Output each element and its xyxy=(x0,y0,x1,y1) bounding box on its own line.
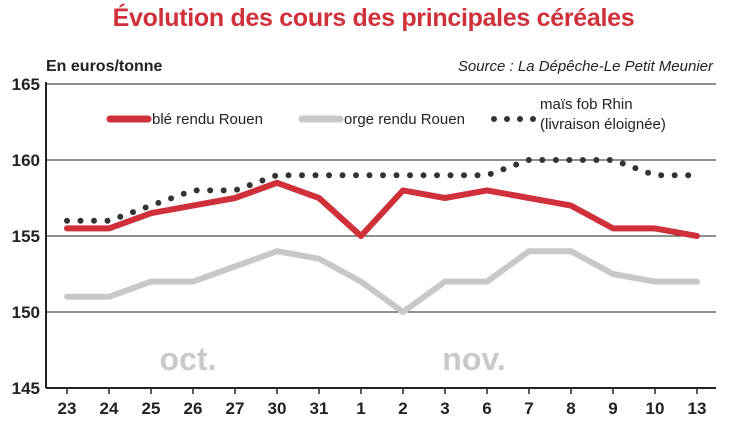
legend-label-ble: blé rendu Rouen xyxy=(152,111,263,128)
x-tick-label: 9 xyxy=(608,399,617,418)
legend-label-mais-line2: (livraison éloignée) xyxy=(540,116,666,133)
chart-title: Évolution des cours des principales céré… xyxy=(112,4,635,32)
source-note: Source : La Dépêche-Le Petit Meunier xyxy=(457,58,713,75)
x-tick-label: 27 xyxy=(226,399,245,418)
x-tick-label: 2 xyxy=(398,399,407,418)
y-tick-label: 160 xyxy=(12,151,40,170)
x-tick-label: 26 xyxy=(184,399,203,418)
month-label-nov: nov. xyxy=(442,341,505,377)
x-tick-label: 24 xyxy=(100,399,119,418)
x-tick-label: 30 xyxy=(268,399,287,418)
legend-label-orge: orge rendu Rouen xyxy=(344,111,465,128)
series-line-1 xyxy=(64,179,700,239)
y-tick-label: 155 xyxy=(12,227,40,246)
y-tick-label: 150 xyxy=(12,303,40,322)
x-tick-label: 1 xyxy=(356,399,365,418)
x-tick-label: 8 xyxy=(566,399,575,418)
x-tick-label: 7 xyxy=(524,399,533,418)
y-axis-unit-label: En euros/tonne xyxy=(46,58,163,75)
x-tick-label: 31 xyxy=(310,399,329,418)
y-tick-label: 145 xyxy=(12,379,40,398)
y-tick-label: 165 xyxy=(12,75,40,94)
legend-label-mais-line1: maïs fob Rhin xyxy=(540,96,633,113)
series-line-2 xyxy=(64,248,700,315)
x-tick-label: 10 xyxy=(646,399,665,418)
x-tick-label: 3 xyxy=(440,399,449,418)
x-tick-label: 25 xyxy=(142,399,161,418)
x-tick-label: 6 xyxy=(482,399,491,418)
month-label-oct: oct. xyxy=(160,341,217,377)
series-line-3 xyxy=(64,157,700,224)
x-tick-label: 13 xyxy=(688,399,707,418)
x-tick-label: 23 xyxy=(58,399,77,418)
